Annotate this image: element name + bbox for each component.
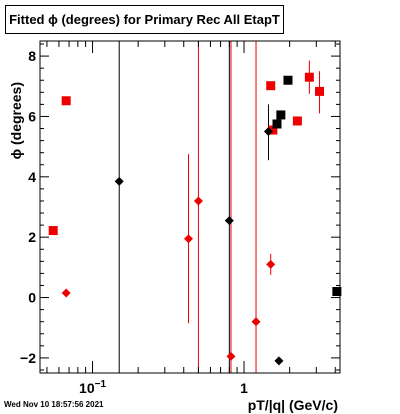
data-point-diamond — [263, 127, 273, 137]
data-point-diamond — [61, 288, 71, 298]
timestamp-label: Wed Nov 10 18:57:56 2021 — [4, 400, 104, 409]
data-point-diamond — [226, 351, 236, 361]
chart-title: Fitted ϕ (degrees) for Primary Rec All E… — [5, 5, 284, 34]
data-point-square — [283, 75, 293, 85]
data-point-diamond — [184, 234, 194, 244]
y-tick-label: 6 — [28, 108, 36, 124]
data-point-square — [48, 226, 58, 236]
data-point-diamond — [193, 196, 203, 206]
markers-layer — [48, 72, 342, 366]
y-tick-label: 4 — [28, 169, 36, 185]
x-axis-title: pT/|q| (GeV/c) — [248, 397, 338, 413]
data-point-diamond — [224, 216, 234, 226]
data-point-square — [61, 96, 71, 106]
data-point-square — [272, 119, 282, 129]
data-point-square — [292, 116, 302, 126]
data-point-diamond — [266, 259, 276, 269]
data-point-diamond — [274, 356, 284, 366]
tick-labels-layer: −2 0 2 4 6 8 10−1 1 — [20, 48, 248, 396]
y-tick-label: 2 — [28, 229, 36, 245]
data-point-diamond — [251, 317, 261, 327]
data-point-square — [332, 287, 342, 297]
axis-ticks-layer — [40, 41, 340, 373]
data-point-square — [266, 81, 276, 91]
error-bars-layer — [118, 41, 321, 373]
data-point-square — [276, 110, 286, 120]
data-point-diamond — [114, 176, 124, 186]
y-tick-label: 0 — [28, 290, 36, 306]
y-tick-label: −2 — [20, 350, 36, 366]
data-point-square — [268, 125, 278, 135]
x-tick-label: 10−1 — [79, 379, 106, 396]
plot-frame — [39, 40, 341, 374]
x-tick-label: 1 — [240, 380, 248, 396]
y-tick-label: 8 — [28, 48, 36, 64]
data-point-square — [304, 72, 314, 82]
y-axis-title: ϕ (degrees) — [8, 82, 24, 159]
data-point-square — [315, 86, 325, 96]
